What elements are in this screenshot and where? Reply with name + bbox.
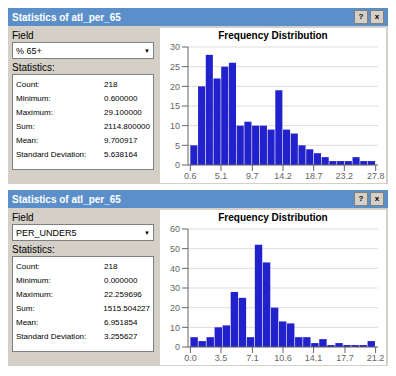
html-text:Field: Field [12, 212, 34, 223]
html-text:0.000000: 0.000000 [104, 275, 138, 285]
svg-text:30: 30 [170, 43, 180, 52]
svg-text:3.5: 3.5 [215, 353, 228, 363]
html-text:Mean:: Mean: [16, 135, 39, 145]
svg-text:0.6: 0.6 [184, 171, 197, 181]
html-text:6.951854: 6.951854 [104, 317, 138, 327]
html-text:Statistics of atl_per_65: Statistics of atl_per_65 [12, 193, 121, 205]
html-text:% 65+: % 65+ [16, 45, 42, 56]
svg-text:7.1: 7.1 [246, 353, 259, 363]
html-text:Count:: Count: [16, 79, 40, 89]
html-text:9.700917: 9.700917 [104, 135, 138, 145]
html-text:Sum:: Sum: [16, 121, 35, 131]
html-text:Frequency Distribution: Frequency Distribution [218, 30, 328, 41]
html-text:x: x [374, 12, 380, 21]
svg-text:25: 25 [170, 62, 180, 72]
svg-text:10: 10 [170, 323, 180, 333]
svg-text:5.1: 5.1 [215, 171, 228, 181]
svg-text:50: 50 [170, 244, 180, 254]
html-text:Statistics:: Statistics: [12, 62, 55, 73]
svg-text:23.2: 23.2 [336, 171, 354, 181]
html-text:2114.800000: 2114.800000 [103, 121, 150, 131]
html-text:Count:: Count: [16, 261, 40, 271]
html-text:Standard Deviation:: Standard Deviation: [16, 331, 87, 341]
svg-text:60: 60 [170, 225, 180, 234]
svg-text:27.8: 27.8 [367, 171, 385, 181]
svg-text:0: 0 [175, 342, 180, 352]
html-text:Statistics:: Statistics: [12, 244, 55, 255]
html-text:29.100000: 29.100000 [104, 107, 142, 117]
html-text:x: x [374, 194, 380, 203]
html-text:Field: Field [12, 30, 34, 41]
html-text:Minimum:: Minimum: [16, 93, 51, 103]
html-text:5.638164: 5.638164 [104, 149, 138, 159]
html-text:Mean:: Mean: [16, 317, 39, 327]
svg-text:9.7: 9.7 [246, 171, 259, 181]
html-text:Statistics of atl_per_65: Statistics of atl_per_65 [12, 11, 121, 23]
svg-text:20: 20 [170, 303, 180, 313]
svg-text:17.7: 17.7 [336, 353, 354, 363]
svg-text:40: 40 [170, 264, 180, 274]
svg-text:10.6: 10.6 [274, 353, 292, 363]
html-text:3.255627: 3.255627 [104, 331, 138, 341]
svg-text:5: 5 [175, 141, 180, 151]
svg-text:21.2: 21.2 [367, 353, 385, 363]
html-text:Sum:: Sum: [16, 303, 35, 313]
svg-text:0.0: 0.0 [184, 353, 197, 363]
html-text:218: 218 [104, 79, 118, 89]
html-text:Frequency Distribution: Frequency Distribution [218, 212, 328, 223]
svg-text:10: 10 [170, 121, 180, 131]
svg-text:18.7: 18.7 [305, 171, 323, 181]
html-text:Maximum:: Maximum: [16, 289, 53, 299]
html-text:Maximum:: Maximum: [16, 107, 53, 117]
html-text:218: 218 [104, 261, 118, 271]
html-text:0.600000: 0.600000 [104, 93, 138, 103]
svg-text:0: 0 [175, 160, 180, 170]
svg-text:30: 30 [170, 283, 180, 293]
svg-text:20: 20 [170, 82, 180, 92]
html-text:Minimum:: Minimum: [16, 275, 51, 285]
svg-text:14.1: 14.1 [305, 353, 323, 363]
html-text:22.259696: 22.259696 [104, 289, 142, 299]
html-text:Standard Deviation:: Standard Deviation: [16, 149, 87, 159]
html-text:1515.504227: 1515.504227 [103, 303, 150, 313]
svg-text:14.2: 14.2 [274, 171, 292, 181]
html-text:PER_UNDER5: PER_UNDER5 [16, 227, 77, 238]
svg-text:15: 15 [170, 101, 180, 111]
